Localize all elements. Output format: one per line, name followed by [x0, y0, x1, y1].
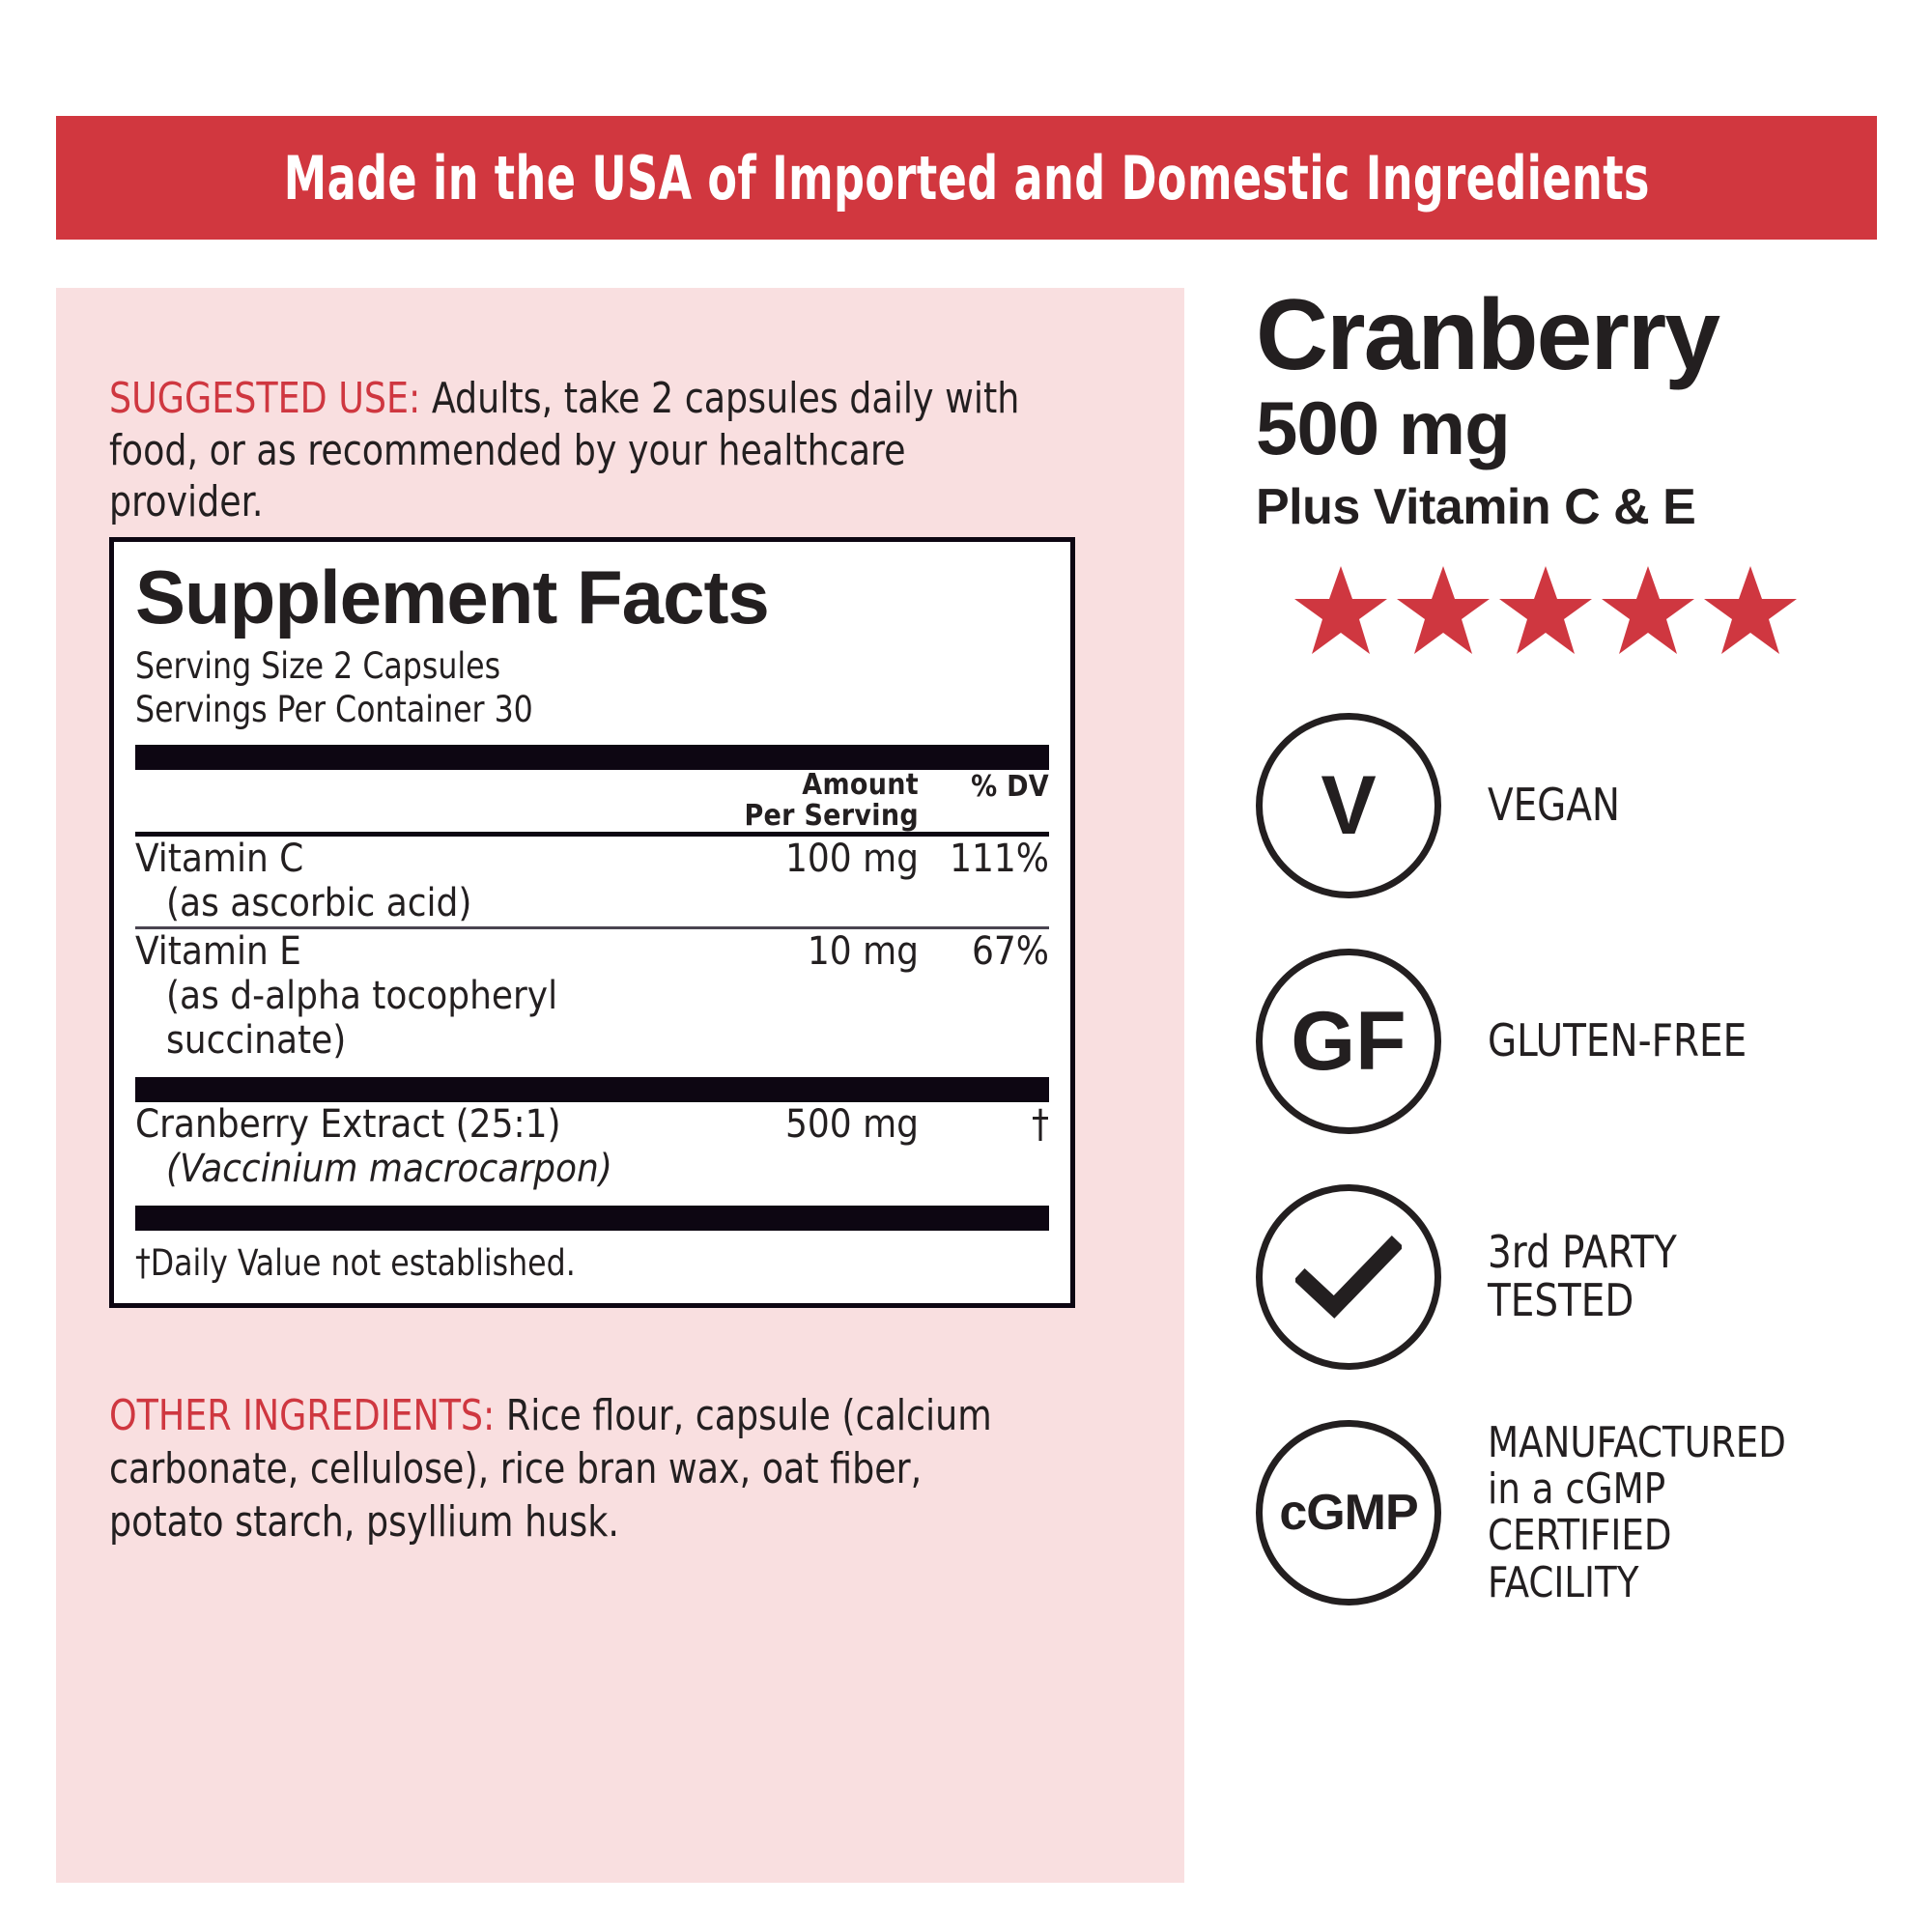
header-percent-dv: % DV — [971, 770, 1049, 805]
nutrient-amount: 100 mg — [784, 836, 919, 881]
badge-glyph: cGMP — [1279, 1485, 1418, 1542]
table-header-row: Amount Per Serving % DV — [135, 770, 1049, 832]
nutrient-name-cell: Vitamin E (as d-alpha tocopheryl succina… — [135, 929, 711, 1064]
supplement-facts-box: Supplement Facts Serving Size 2 Capsules… — [109, 537, 1075, 1308]
serving-size: Serving Size 2 Capsules — [135, 645, 501, 687]
nutrient-name-cell: Vitamin C (as ascorbic acid) — [135, 837, 711, 926]
nutrient-source: (as d-alpha tocopheryl succinate) — [166, 974, 558, 1064]
suggested-use-label: SUGGESTED USE: — [109, 374, 421, 423]
product-dose: 500 mg — [1256, 384, 1511, 470]
nutrient-rows-1: Vitamin C (as ascorbic acid) 100 mg 111% — [135, 837, 1049, 926]
nutrient-name-cell: Cranberry Extract (25:1) (Vaccinium macr… — [135, 1102, 711, 1192]
servings-per-container: Servings Per Container 30 — [135, 689, 533, 731]
badge-label: MANUFACTURED in a cGMP CERTIFIED FACILIT… — [1488, 1417, 1786, 1607]
info-panel: SUGGESTED USE: Adults, take 2 capsules d… — [56, 288, 1184, 1883]
nutrient-amount: 10 mg — [807, 928, 919, 974]
other-ingredients-block: OTHER INGREDIENTS: Rice flour, capsule (… — [109, 1389, 1007, 1548]
vegan-v-icon: V — [1256, 712, 1441, 898]
product-column: Cranberry 500 mg Plus Vitamin C & E V VE… — [1256, 279, 1893, 1657]
product-subtitle: Plus Vitamin C & E — [1256, 478, 1696, 535]
gluten-free-gf-icon: GF — [1256, 948, 1441, 1134]
badge-label: GLUTEN-FREE — [1488, 1013, 1747, 1066]
table-row: Vitamin C (as ascorbic acid) 100 mg 111% — [135, 837, 1049, 926]
nutrient-amount: 500 mg — [784, 1101, 919, 1147]
nutrient-name: Vitamin E — [135, 928, 301, 974]
table-row: Cranberry Extract (25:1) (Vaccinium macr… — [135, 1102, 1049, 1192]
star-icon — [1395, 564, 1492, 657]
certification-badges: V VEGAN GF GLUTEN-FREE 3rd PARTY TESTED … — [1256, 712, 1893, 1607]
facts-rule-thin-1 — [135, 831, 1049, 837]
facts-rule-hair-1 — [135, 925, 1049, 929]
badge-gluten-free: GF GLUTEN-FREE — [1256, 948, 1893, 1134]
daily-value-footnote: †Daily Value not established. — [135, 1241, 576, 1284]
other-ingredients-label: OTHER INGREDIENTS: — [109, 1391, 496, 1440]
banner-text: Made in the USA of Imported and Domestic… — [283, 142, 1650, 213]
table-row: Vitamin E (as d-alpha tocopheryl succina… — [135, 929, 1049, 1064]
cgmp-icon: cGMP — [1256, 1420, 1441, 1606]
badge-label: 3rd PARTY TESTED — [1488, 1226, 1677, 1326]
rating-stars — [1256, 564, 1835, 657]
star-icon — [1600, 564, 1696, 657]
nutrient-name: Cranberry Extract (25:1) — [135, 1101, 561, 1147]
nutrient-dv: 67% — [972, 928, 1049, 974]
facts-rule-thick-bottom — [135, 1205, 1049, 1231]
badge-cgmp: cGMP MANUFACTURED in a cGMP CERTIFIED FA… — [1256, 1417, 1893, 1607]
suggested-use-block: SUGGESTED USE: Adults, take 2 capsules d… — [109, 373, 1047, 528]
other-ingredients-text: Rice flour, capsule (calcium carbonate, … — [109, 1391, 992, 1547]
badge-vegan: V VEGAN — [1256, 712, 1893, 898]
nutrient-rows-2: Vitamin E (as d-alpha tocopheryl succina… — [135, 929, 1049, 1064]
supplement-facts-title: Supplement Facts — [135, 554, 770, 639]
supplement-facts-table: Amount Per Serving % DV — [135, 770, 1049, 832]
nutrient-name: Vitamin C — [135, 836, 304, 881]
facts-rule-thick-mid — [135, 1076, 1049, 1102]
nutrient-source: (Vaccinium macrocarpon) — [166, 1147, 612, 1192]
star-icon — [1293, 564, 1389, 657]
checkmark-icon — [1256, 1183, 1441, 1370]
nutrient-rows-3: Cranberry Extract (25:1) (Vaccinium macr… — [135, 1102, 1049, 1192]
nutrient-dv: 111% — [950, 836, 1049, 881]
header-amount-per-serving: Amount Per Serving — [744, 768, 919, 834]
badge-label: VEGAN — [1488, 778, 1621, 831]
product-name: Cranberry — [1256, 279, 1720, 391]
nutrient-dv: † — [1032, 1101, 1049, 1147]
badge-glyph: GF — [1291, 994, 1406, 1088]
star-icon — [1497, 564, 1594, 657]
nutrient-source: (as ascorbic acid) — [166, 881, 472, 926]
suggested-use-text: Adults, take 2 capsules daily with food,… — [109, 374, 1020, 527]
star-icon — [1702, 564, 1799, 657]
facts-rule-thick-top — [135, 745, 1049, 771]
made-in-usa-banner: Made in the USA of Imported and Domestic… — [56, 116, 1877, 240]
badge-third-party-tested: 3rd PARTY TESTED — [1256, 1183, 1893, 1370]
header-spacer — [135, 770, 711, 832]
badge-glyph: V — [1321, 758, 1377, 852]
